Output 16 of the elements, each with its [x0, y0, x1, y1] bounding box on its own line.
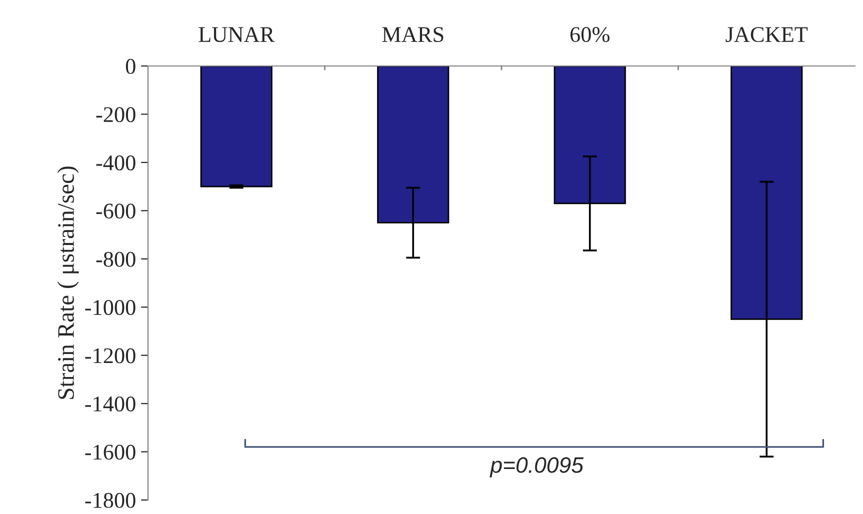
- y-tick-label: -600: [96, 204, 136, 219]
- y-axis-title: Strain Rate ( μstrain/sec): [57, 166, 79, 399]
- y-tick-label: -800: [96, 252, 136, 267]
- y-tick-label: -1000: [85, 300, 136, 316]
- y-tick-label: -400: [96, 155, 136, 170]
- x-tick-label: LUNAR: [198, 27, 275, 42]
- y-tick-label: -1800: [85, 492, 136, 508]
- y-tick-label: 0: [126, 58, 136, 74]
- y-tick-label: -200: [96, 107, 136, 122]
- y-tick-label: -1200: [85, 348, 136, 364]
- annotation: p=0.0095: [490, 457, 584, 478]
- x-tick-label: JACKET: [726, 27, 808, 42]
- x-tick-label: MARS: [382, 27, 444, 42]
- y-tick-label: -1600: [85, 444, 136, 460]
- x-tick-label: 60%: [570, 27, 610, 42]
- y-tick-label: -1400: [85, 396, 136, 412]
